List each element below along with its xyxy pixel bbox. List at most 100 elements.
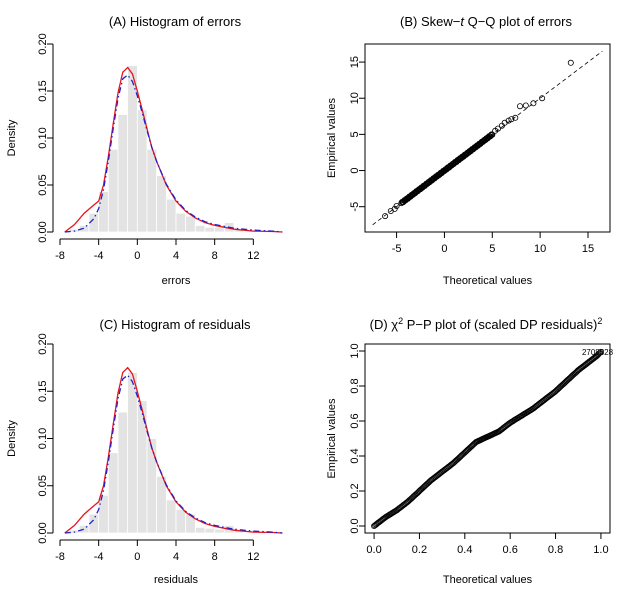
y-tick-label: 0.4 xyxy=(349,448,361,463)
histogram-bar xyxy=(185,215,196,233)
density-curve-dashdot xyxy=(64,74,283,233)
x-tick-label: 12 xyxy=(247,250,259,262)
x-tick-label: 4 xyxy=(173,250,179,262)
x-axis-label: Theoretical values xyxy=(443,574,533,586)
y-tick-label: 15 xyxy=(349,56,361,68)
x-tick-label: -8 xyxy=(55,551,65,563)
histogram-bar xyxy=(165,198,177,233)
x-tick-label: 10 xyxy=(534,243,546,255)
histogram-bar xyxy=(117,411,129,534)
qq-point xyxy=(567,59,574,66)
y-tick-label: 0.00 xyxy=(37,221,49,242)
histogram-bar xyxy=(194,225,206,233)
y-axis-label: Density xyxy=(6,119,18,156)
x-tick-label: 0 xyxy=(441,243,447,255)
x-axis-label: Theoretical values xyxy=(443,275,533,287)
histogram-bar xyxy=(146,438,158,534)
y-tick-label: 0.20 xyxy=(37,33,49,54)
y-tick-label: 0.15 xyxy=(37,80,49,101)
chart-title-italic: t xyxy=(460,14,465,29)
histogram-bar xyxy=(204,527,216,534)
x-tick-label: 0.4 xyxy=(457,544,472,556)
histogram-bar xyxy=(98,494,109,534)
pp-point xyxy=(597,348,604,355)
histogram-bar xyxy=(194,526,206,534)
histogram-bar xyxy=(127,371,138,534)
histogram-bar xyxy=(156,175,167,233)
qq-point xyxy=(494,125,501,132)
qq-point xyxy=(393,202,400,209)
histogram-bar xyxy=(78,525,90,534)
histogram-bar xyxy=(136,400,148,534)
y-tick-label: 0.05 xyxy=(37,174,49,195)
y-axis-label: Density xyxy=(6,420,18,457)
histogram-bar xyxy=(107,148,119,233)
chart-title-part: Q−Q plot of errors xyxy=(464,14,573,29)
qq-point xyxy=(382,213,389,220)
x-axis-label: errors xyxy=(162,275,191,287)
x-tick-label: -4 xyxy=(94,250,104,262)
y-tick-label: 1.0 xyxy=(349,343,361,358)
qq-point xyxy=(505,117,512,124)
y-tick-label: 0.20 xyxy=(37,333,49,354)
qq-point xyxy=(530,100,537,107)
chart-title-part: P−P plot of (scaled DP residuals) xyxy=(403,317,597,332)
y-tick-label: 10 xyxy=(349,92,361,104)
y-tick-label: 0.15 xyxy=(37,381,49,402)
y-tick-label: 5 xyxy=(349,131,361,137)
chart-title-superscript: 2 xyxy=(597,316,602,326)
qq-point xyxy=(517,103,524,110)
point-annotation: 2708828 xyxy=(582,348,614,357)
histogram-bar xyxy=(146,148,158,233)
x-tick-label: 5 xyxy=(489,243,495,255)
x-tick-label: 4 xyxy=(173,551,179,563)
y-tick-label: 0.00 xyxy=(37,522,49,543)
histogram-bar xyxy=(107,452,119,534)
x-tick-label: 0.6 xyxy=(503,544,518,556)
x-tick-label: 0.0 xyxy=(366,544,381,556)
x-tick-label: -4 xyxy=(94,551,104,563)
chart-title: (C) Histogram of residuals xyxy=(100,317,251,332)
x-tick-label: 0.2 xyxy=(412,544,427,556)
y-tick-label: 0.05 xyxy=(37,475,49,496)
chart-title: (D) χ2 P−P plot of (scaled DP residuals)… xyxy=(370,316,603,332)
histogram-bar xyxy=(117,114,129,233)
qq-point xyxy=(489,131,496,138)
y-tick-label: 0.8 xyxy=(349,378,361,393)
x-tick-label: -5 xyxy=(392,243,402,255)
qq-point xyxy=(508,116,515,123)
y-tick-label: 0.10 xyxy=(37,428,49,449)
pp-point xyxy=(595,350,602,357)
chart-title-superscript: 2 xyxy=(398,316,403,326)
histogram-bar xyxy=(214,528,225,534)
y-tick-label: -5 xyxy=(349,202,361,212)
qq-point xyxy=(522,102,529,109)
histogram-bar xyxy=(165,499,177,534)
x-tick-label: 8 xyxy=(212,551,218,563)
x-axis-label: residuals xyxy=(154,574,199,586)
x-tick-label: 0.8 xyxy=(548,544,563,556)
x-tick-label: 15 xyxy=(582,243,594,255)
qq-point xyxy=(501,119,508,126)
y-tick-label: 0.6 xyxy=(349,413,361,428)
y-axis-label: Empirical values xyxy=(326,97,338,178)
density-curve-solid xyxy=(64,366,283,534)
chart-title: (A) Histogram of errors xyxy=(109,14,242,29)
y-axis-label: Empirical values xyxy=(326,398,338,479)
histogram-bar xyxy=(204,226,216,233)
y-tick-label: 0.2 xyxy=(349,483,361,498)
x-tick-label: 0 xyxy=(134,250,140,262)
pp-point xyxy=(596,349,603,356)
histogram-bar xyxy=(136,109,148,233)
x-tick-label: -8 xyxy=(55,250,65,262)
chart-title-part: (D) χ xyxy=(370,317,399,332)
density-curve-solid xyxy=(64,66,283,233)
y-tick-label: 0.0 xyxy=(349,518,361,533)
histogram-bar xyxy=(127,65,138,233)
y-tick-label: 0 xyxy=(349,167,361,173)
x-tick-label: 1.0 xyxy=(593,544,608,556)
y-tick-label: 0.10 xyxy=(37,127,49,148)
x-tick-label: 12 xyxy=(247,551,259,563)
chart-title-part: (B) Skew− xyxy=(400,14,460,29)
